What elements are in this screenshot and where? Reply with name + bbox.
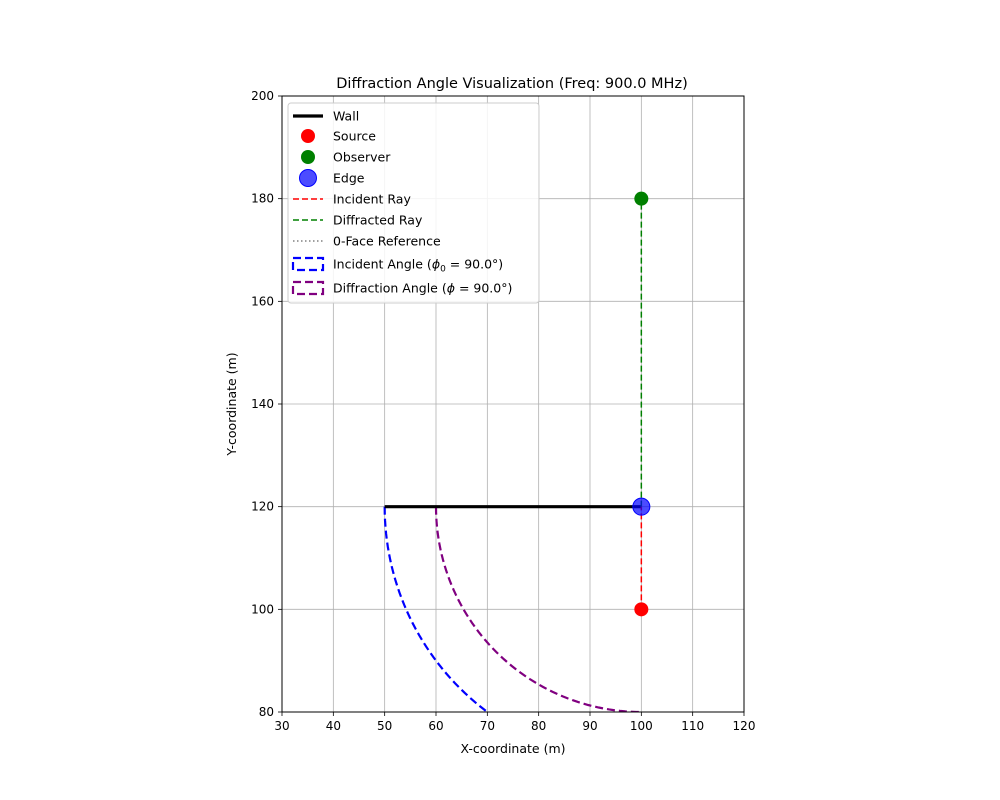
x-tick-label: 80 <box>531 719 546 733</box>
legend-item-wall: Wall <box>293 109 359 124</box>
legend-item-source: Source <box>301 129 376 144</box>
legend-swatch <box>299 169 317 187</box>
legend-label: 0-Face Reference <box>333 234 441 249</box>
legend-label: Source <box>333 129 376 144</box>
legend-label: Observer <box>333 150 391 165</box>
x-tick-label: 50 <box>377 719 392 733</box>
legend-swatch <box>301 150 315 164</box>
x-tick-label: 90 <box>582 719 597 733</box>
legend-box <box>287 102 540 304</box>
legend-label: Wall <box>333 109 359 124</box>
chart-title: Diffraction Angle Visualization (Freq: 9… <box>336 76 687 92</box>
legend-label: Diffracted Ray <box>333 213 423 228</box>
legend-item-face-reference: 0-Face Reference <box>293 234 441 249</box>
x-tick-label: 120 <box>733 719 756 733</box>
legend-item-diffraction-angle: Diffraction Angle (ϕ = 90.0°) <box>291 280 512 296</box>
legend-label: Incident Angle (ϕ0 = 90.0°) <box>333 257 503 275</box>
legend: Wall Source Observer Edge Incident Ray Diffra… <box>287 102 540 304</box>
edge-point <box>632 497 651 516</box>
x-axis-label: X-coordinate (m) <box>460 741 565 756</box>
x-tick-label: 110 <box>681 719 704 733</box>
x-tick-label: 40 <box>326 719 341 733</box>
y-tick-label: 140 <box>251 397 274 411</box>
legend-item-diffracted-ray: Diffracted Ray <box>293 213 423 228</box>
y-tick-label: 100 <box>251 602 274 616</box>
y-tick-label: 120 <box>251 500 274 514</box>
diffraction-angle-arc <box>434 506 642 712</box>
legend-swatch <box>291 256 325 272</box>
y-axis-label: Y-coordinate (m) <box>224 352 239 456</box>
legend-swatch <box>291 280 325 296</box>
legend-item-observer: Observer <box>301 150 391 165</box>
observer-point <box>634 191 649 206</box>
legend-item-edge: Edge <box>299 169 365 187</box>
plot-area <box>383 191 651 712</box>
y-tick-label: 160 <box>251 294 274 308</box>
legend-label: Edge <box>333 171 365 186</box>
y-tick-label: 200 <box>251 89 274 103</box>
incident-angle-arc <box>383 506 490 712</box>
source-point <box>634 602 649 617</box>
x-tick-label: 30 <box>274 719 289 733</box>
x-tick-label: 100 <box>630 719 653 733</box>
x-tick-label: 70 <box>480 719 495 733</box>
clipped-series <box>383 506 642 712</box>
legend-item-incident-angle: Incident Angle (ϕ0 = 90.0°) <box>291 256 503 275</box>
x-tick-label: 60 <box>428 719 443 733</box>
axis-ticks: 30 40 50 60 70 80 90 100 110 120 80 100 120 140 160 180… <box>251 89 755 733</box>
y-tick-label: 180 <box>251 192 274 206</box>
y-tick-label: 80 <box>259 705 274 719</box>
legend-item-incident-ray: Incident Ray <box>293 192 411 207</box>
legend-label: Incident Ray <box>333 192 411 207</box>
legend-label: Diffraction Angle (ϕ = 90.0°) <box>333 281 512 296</box>
legend-swatch <box>301 129 315 143</box>
